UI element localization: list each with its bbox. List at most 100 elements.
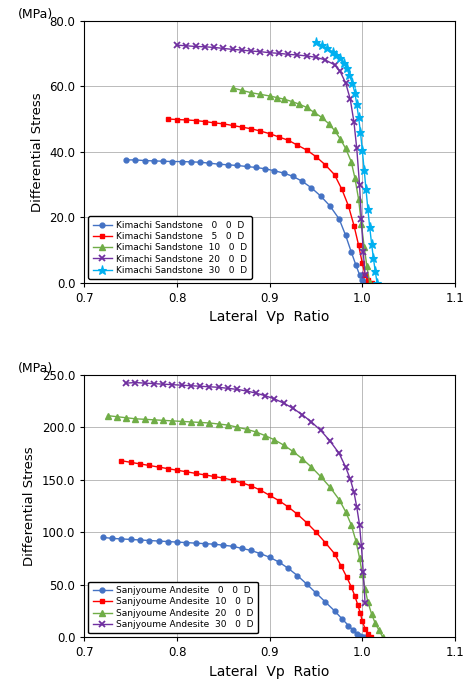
Sanjyoume Andesite  20   0  D: [362, 585, 368, 593]
Kimachi Sandstone   5   0  D: [322, 161, 328, 169]
Line: Kimachi Sandstone   0   0  D: Kimachi Sandstone 0 0 D: [124, 158, 370, 286]
Sanjyoume Andesite  20   0  D: [105, 412, 110, 420]
Sanjyoume Andesite  30   0  D: [160, 380, 166, 388]
Kimachi Sandstone   5   0  D: [313, 153, 319, 161]
Kimachi Sandstone   0   0  D: [281, 169, 287, 177]
Sanjyoume Andesite  10   0  D: [257, 486, 263, 495]
Sanjyoume Andesite  20   0  D: [376, 626, 382, 634]
Kimachi Sandstone  30   0  D: [313, 38, 319, 46]
Sanjyoume Andesite  20   0  D: [179, 417, 184, 425]
Sanjyoume Andesite   0   0  D: [304, 580, 310, 588]
Kimachi Sandstone  30   0  D: [363, 186, 369, 194]
Sanjyoume Andesite  10   0  D: [156, 463, 161, 471]
Kimachi Sandstone  30   0  D: [372, 267, 378, 275]
Sanjyoume Andesite  30   0  D: [348, 475, 353, 483]
Sanjyoume Andesite   0   0  D: [361, 633, 367, 641]
Kimachi Sandstone   5   0  D: [356, 241, 362, 249]
Kimachi Sandstone  20   0  D: [304, 52, 310, 60]
Kimachi Sandstone   5   0  D: [362, 271, 368, 279]
Kimachi Sandstone  30   0  D: [319, 41, 325, 49]
Sanjyoume Andesite  10   0  D: [248, 482, 254, 490]
Sanjyoume Andesite  10   0  D: [365, 630, 371, 638]
Kimachi Sandstone  20   0  D: [267, 49, 272, 57]
Kimachi Sandstone  30   0  D: [371, 254, 376, 262]
Kimachi Sandstone   5   0  D: [351, 221, 357, 229]
Kimachi Sandstone   5   0  D: [339, 186, 345, 194]
Kimachi Sandstone  20   0  D: [211, 43, 217, 51]
Sanjyoume Andesite   0   0  D: [295, 571, 300, 580]
Sanjyoume Andesite  10   0  D: [165, 464, 171, 473]
Sanjyoume Andesite  10   0  D: [230, 476, 235, 484]
Sanjyoume Andesite  20   0  D: [365, 598, 371, 606]
Sanjyoume Andesite   0   0  D: [211, 540, 217, 548]
Kimachi Sandstone  30   0  D: [324, 45, 330, 53]
Kimachi Sandstone  10   0  D: [239, 86, 245, 95]
Sanjyoume Andesite  30   0  D: [299, 410, 305, 419]
Sanjyoume Andesite   0   0  D: [230, 542, 235, 550]
Kimachi Sandstone   0   0  D: [262, 164, 268, 173]
Kimachi Sandstone  20   0  D: [183, 42, 189, 50]
Kimachi Sandstone   5   0  D: [295, 141, 300, 149]
Kimachi Sandstone  20   0  D: [193, 42, 198, 51]
Kimachi Sandstone  10   0  D: [337, 134, 343, 142]
Sanjyoume Andesite  30   0  D: [343, 463, 348, 471]
Kimachi Sandstone   5   0  D: [202, 117, 208, 125]
Kimachi Sandstone  10   0  D: [257, 90, 263, 99]
Kimachi Sandstone  10   0  D: [367, 279, 372, 287]
Sanjyoume Andesite  20   0  D: [170, 416, 175, 425]
Sanjyoume Andesite  10   0  D: [322, 538, 328, 547]
Kimachi Sandstone   0   0  D: [290, 172, 295, 180]
Kimachi Sandstone   0   0  D: [361, 278, 367, 286]
Sanjyoume Andesite   0   0  D: [100, 533, 106, 541]
Sanjyoume Andesite  20   0  D: [299, 455, 305, 463]
Sanjyoume Andesite  30   0  D: [133, 379, 138, 387]
Sanjyoume Andesite   0   0  D: [257, 549, 263, 558]
Sanjyoume Andesite  20   0  D: [253, 428, 258, 436]
Sanjyoume Andesite   0   0  D: [346, 621, 351, 630]
Line: Kimachi Sandstone  10   0  D: Kimachi Sandstone 10 0 D: [230, 85, 372, 286]
Sanjyoume Andesite   0   0  D: [165, 538, 171, 546]
Sanjyoume Andesite   0   0  D: [239, 545, 245, 553]
Sanjyoume Andesite  20   0  D: [123, 414, 129, 422]
Kimachi Sandstone   5   0  D: [285, 136, 291, 145]
Kimachi Sandstone  20   0  D: [257, 47, 263, 55]
Sanjyoume Andesite  30   0  D: [142, 379, 147, 387]
Sanjyoume Andesite  10   0  D: [146, 462, 152, 470]
Kimachi Sandstone   0   0  D: [343, 232, 348, 240]
Sanjyoume Andesite  10   0  D: [344, 573, 349, 581]
Kimachi Sandstone   0   0  D: [318, 192, 324, 200]
Kimachi Sandstone   0   0  D: [170, 158, 175, 166]
Sanjyoume Andesite   0   0  D: [128, 536, 134, 544]
Kimachi Sandstone  30   0  D: [359, 146, 365, 154]
Kimachi Sandstone   5   0  D: [359, 259, 365, 267]
Sanjyoume Andesite  10   0  D: [352, 592, 358, 600]
Kimachi Sandstone  10   0  D: [364, 262, 370, 271]
Kimachi Sandstone  20   0  D: [285, 50, 291, 58]
Sanjyoume Andesite  10   0  D: [338, 562, 344, 570]
Kimachi Sandstone  10   0  D: [274, 93, 280, 101]
Kimachi Sandstone  10   0  D: [311, 108, 317, 116]
Kimachi Sandstone  20   0  D: [295, 51, 300, 59]
Kimachi Sandstone  10   0  D: [359, 220, 364, 228]
Sanjyoume Andesite  20   0  D: [372, 619, 378, 627]
Kimachi Sandstone  20   0  D: [357, 180, 363, 188]
Sanjyoume Andesite  10   0  D: [358, 610, 363, 618]
Kimachi Sandstone  10   0  D: [352, 174, 358, 182]
Kimachi Sandstone   0   0  D: [234, 162, 240, 170]
X-axis label: Lateral  Vp  Ratio: Lateral Vp Ratio: [210, 664, 330, 679]
Sanjyoume Andesite  10   0  D: [355, 601, 361, 609]
Kimachi Sandstone   0   0  D: [142, 156, 147, 164]
Sanjyoume Andesite  30   0  D: [362, 599, 368, 608]
Sanjyoume Andesite  10   0  D: [304, 519, 310, 527]
Sanjyoume Andesite  30   0  D: [272, 395, 277, 403]
Sanjyoume Andesite  20   0  D: [359, 570, 365, 578]
Kimachi Sandstone   0   0  D: [160, 157, 166, 165]
Kimachi Sandstone  30   0  D: [344, 64, 349, 72]
Kimachi Sandstone  20   0  D: [332, 61, 337, 69]
Sanjyoume Andesite   0   0  D: [193, 539, 198, 547]
Kimachi Sandstone  20   0  D: [174, 41, 180, 49]
Kimachi Sandstone   0   0  D: [151, 157, 157, 165]
Sanjyoume Andesite  30   0  D: [357, 521, 363, 529]
Kimachi Sandstone   5   0  D: [346, 201, 351, 210]
Sanjyoume Andesite   0   0  D: [354, 630, 360, 638]
